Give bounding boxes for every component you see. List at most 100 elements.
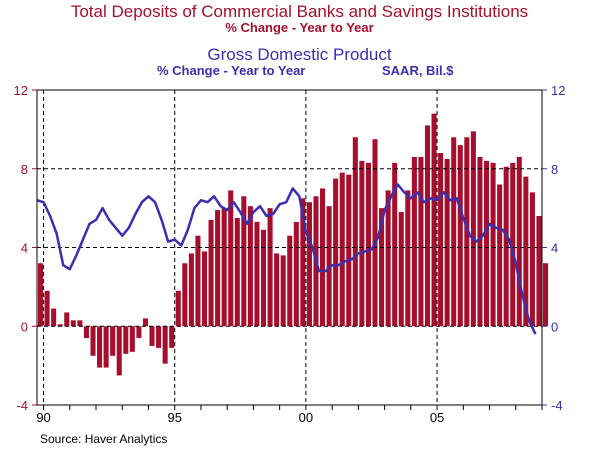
deposits-bar [241,196,247,327]
deposits-bar [90,326,96,356]
deposits-bar [51,308,57,327]
grid [37,90,542,405]
deposits-bar [411,156,417,327]
deposits-bar [510,162,516,327]
deposits-bar [438,153,444,327]
deposits-bar [267,208,273,327]
deposits-bar [169,326,175,348]
deposits-bar [149,326,155,346]
left-axis-label: 8 [21,162,28,177]
deposits-bar [444,158,450,327]
left-axis-label: 0 [21,319,28,334]
deposits-bar [70,320,76,327]
deposits-bar [405,190,411,327]
x-axis-label: 90 [36,410,50,425]
deposits-bar [57,324,63,327]
deposits-bar [379,208,385,327]
deposits-bar [457,145,463,327]
deposits-bar [228,190,234,327]
deposits-bar [359,160,365,327]
deposits-subtitle: % Change - Year to Year [225,20,374,35]
deposits-bar [77,320,83,327]
gdp-title: Gross Domestic Product [207,45,392,64]
deposits-bar [123,326,129,354]
deposits-bar [208,219,214,327]
x-axis-label: 05 [430,410,444,425]
deposits-bar [451,137,457,327]
deposits-bar [110,326,116,356]
deposits-bar [260,229,267,327]
left-axis-label: -4 [16,398,28,413]
right-axis-label: 8 [551,162,558,177]
deposits-bar [116,326,122,376]
deposits-bar [464,137,470,327]
gdp-line [36,183,537,335]
deposits-bar [306,202,312,327]
deposits-bar [352,137,358,327]
deposits-bar [503,166,509,327]
deposits-bar [44,290,50,327]
x-axis-label: 95 [167,410,181,425]
deposits-bar [326,206,332,327]
deposits-bar [64,312,70,327]
deposits-bar [83,326,89,339]
deposits-bar [201,251,208,327]
deposits-bar [483,160,490,327]
deposits-bar [136,326,142,339]
deposits-bar [234,217,240,327]
right-axis-label: 0 [551,319,558,334]
deposits-bar [470,131,476,327]
deposits-bar [346,174,352,327]
deposits-bar [215,210,221,327]
deposits-bar [142,318,148,327]
deposits-bar [523,176,529,327]
deposits-bar [293,221,299,327]
deposits-bar [431,113,437,327]
deposits-bar [175,290,181,327]
gdp-subtitle: % Change - Year to Year [157,63,306,78]
deposits-bar [156,326,162,348]
deposits-bar [188,253,194,327]
deposits-bar [372,139,378,327]
deposits-bar [398,212,404,327]
deposits-bar [129,326,135,352]
deposits-bar [516,156,522,327]
right-axis: -4 0 4 8 12 [542,83,565,413]
right-axis-label: -4 [551,398,563,413]
gdp-units: SAAR, Bil.$ [382,63,454,78]
deposits-bar [543,263,549,327]
deposits-bar [97,326,103,368]
deposits-bar [385,190,391,327]
source-note: Source: Haver Analytics [40,432,168,446]
deposits-bar [221,208,227,327]
x-axis-label: 00 [299,410,313,425]
deposits-bar [490,162,496,327]
deposits-bar [300,198,306,327]
deposits-bar [280,255,286,327]
left-axis-label: 4 [21,241,28,256]
deposits-bar [424,125,431,327]
left-axis: -4 0 4 8 12 [14,83,37,413]
deposits-bar [529,192,535,327]
left-axis-label: 12 [14,83,28,98]
deposits-bars [38,113,549,376]
deposits-bar [536,216,542,327]
deposits-bar [162,326,168,364]
deposits-bar [247,206,253,327]
deposits-bar [182,263,188,327]
right-axis-label: 4 [551,241,558,256]
deposits-bar [195,235,201,327]
deposits-bar [320,188,326,327]
deposits-bar [339,172,345,327]
deposits-bar [365,162,371,327]
deposits-bar [287,235,293,327]
deposits-bar [103,326,109,368]
right-axis-label: 12 [551,83,565,98]
deposits-bar [38,263,44,327]
deposits-bar [274,253,280,327]
deposits-bar [392,162,398,327]
deposits-bar [333,178,339,327]
deposits-title: Total Deposits of Commercial Banks and S… [70,2,529,21]
deposits-bar [418,156,424,327]
